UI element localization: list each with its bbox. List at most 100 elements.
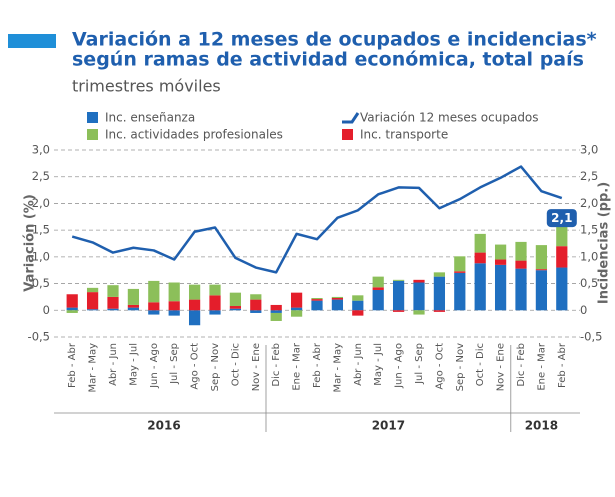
bar-segment <box>229 306 242 309</box>
y2-tick-label: 1,0 <box>580 249 598 263</box>
bar-segment <box>250 294 262 300</box>
bar-segment <box>535 270 548 311</box>
y-tick-label: -0,5 <box>28 330 50 344</box>
bar-segment <box>107 285 119 297</box>
bar-segment <box>229 308 242 311</box>
legend-swatch <box>342 112 360 124</box>
x-tick-label: May - Jul <box>373 343 384 386</box>
bar-segment <box>392 280 405 311</box>
bar-segment <box>270 312 282 321</box>
y-tick-label: 2,5 <box>32 169 50 183</box>
bar-segment <box>433 276 446 311</box>
x-tick-label: Nov - Ene <box>251 343 262 391</box>
value-label-box <box>546 209 577 228</box>
x-tick-label: Ene - Mar <box>292 342 303 391</box>
year-label: 2018 <box>525 419 558 433</box>
x-tick-label: Jul - Sep <box>414 343 425 385</box>
x-tick-label: Sep - Nov <box>210 343 221 391</box>
x-tick-label: Dic - Feb <box>516 343 527 387</box>
bar-segment <box>250 310 262 313</box>
bar-segment <box>86 292 99 310</box>
bar-segment <box>372 276 384 288</box>
bar-segment <box>392 279 405 281</box>
x-tick-label: Mar - May <box>88 343 99 393</box>
year-label: 2016 <box>147 419 180 433</box>
y2-axis-label: Incidencias (pp.) <box>597 182 612 304</box>
bar-segment <box>331 296 344 298</box>
x-tick-label: Ago - Oct <box>434 343 445 390</box>
bar-segment <box>433 310 446 312</box>
y2-tick-label: -0,5 <box>580 330 602 344</box>
y-tick-label: 2,0 <box>32 196 50 210</box>
bar-segment <box>209 284 221 296</box>
legend-label: Inc. enseñanza <box>105 111 195 125</box>
x-tick-label: Oct - Dic <box>230 343 241 386</box>
bar-segment <box>107 296 119 309</box>
x-tick-label: Abr - Jun <box>108 343 119 386</box>
bar-segment <box>331 297 344 300</box>
bar-segment <box>413 282 425 311</box>
bar-segment <box>556 267 568 311</box>
bar-segment <box>454 256 466 272</box>
y2-tick-label: 0 <box>580 303 587 317</box>
bar-segment <box>188 284 201 300</box>
bar-segment <box>515 241 527 261</box>
bar-segment <box>168 310 180 316</box>
bar-segment <box>66 310 78 313</box>
bar-segment <box>352 300 364 311</box>
bar-segment <box>148 302 160 311</box>
y2-tick-label: 2,0 <box>580 196 598 210</box>
y-tick-label: 1,5 <box>32 223 50 237</box>
bar-segment <box>494 244 507 260</box>
bar-segment <box>474 233 486 253</box>
x-tick-label: Feb - Abr <box>67 342 78 388</box>
bar-segment <box>311 299 323 301</box>
x-tick-label: Feb - Abr <box>557 342 568 388</box>
chart-title-line2: según ramas de actividad económica, tota… <box>72 49 584 71</box>
x-tick-label: Sep - Nov <box>455 343 466 391</box>
bar-segment <box>148 310 160 315</box>
legend-label: Inc. actividades profesionales <box>105 128 283 142</box>
value-label: 2,1 <box>551 211 572 225</box>
legend-swatch <box>87 112 98 123</box>
y-tick-label: 3,0 <box>32 143 50 157</box>
bar-segment <box>107 308 119 311</box>
x-tick-label: Jul - Sep <box>169 343 180 385</box>
y2-tick-label: 1,5 <box>580 223 598 237</box>
x-tick-label: Feb - Abr <box>312 342 323 388</box>
x-tick-label: Oct - Dic <box>475 343 486 386</box>
bar-segment <box>372 287 384 290</box>
bar-segment <box>535 269 548 271</box>
y-tick-label: 0 <box>43 303 50 317</box>
bar-segment <box>127 307 140 311</box>
title-marker <box>8 34 56 48</box>
bar-segment <box>86 309 99 311</box>
bar-segment <box>494 259 507 265</box>
bar-segment <box>515 268 527 311</box>
bar-segment <box>331 299 344 311</box>
bar-segment <box>127 288 140 305</box>
bar-segment <box>372 289 384 311</box>
x-tick-label: May - Jul <box>128 343 139 386</box>
x-tick-label: Abr - Jun <box>353 343 364 386</box>
y2-tick-label: 0,5 <box>580 276 598 290</box>
x-tick-label: Nov - Ene <box>496 343 507 391</box>
bar-segment <box>209 295 221 311</box>
y-tick-label: 0,5 <box>32 276 50 290</box>
bar-segment <box>188 299 201 311</box>
bar-segment <box>515 260 527 269</box>
bar-segment <box>66 294 78 308</box>
legend-swatch <box>342 129 353 140</box>
bar-segment <box>250 299 262 311</box>
x-tick-label: Jun - Ago <box>149 343 160 389</box>
x-tick-label: Jun - Ago <box>394 343 405 389</box>
bar-segment <box>474 252 486 264</box>
bar-segment <box>86 287 99 293</box>
chart-title: Variación a 12 meses de ocupados e incid… <box>72 29 597 51</box>
bar-segment <box>392 310 405 312</box>
bar-segment <box>290 292 303 308</box>
bar-segment <box>535 245 548 270</box>
bar-segment <box>148 280 160 303</box>
bar-segment <box>474 263 486 311</box>
legend-label: Inc. transporte <box>360 128 448 142</box>
